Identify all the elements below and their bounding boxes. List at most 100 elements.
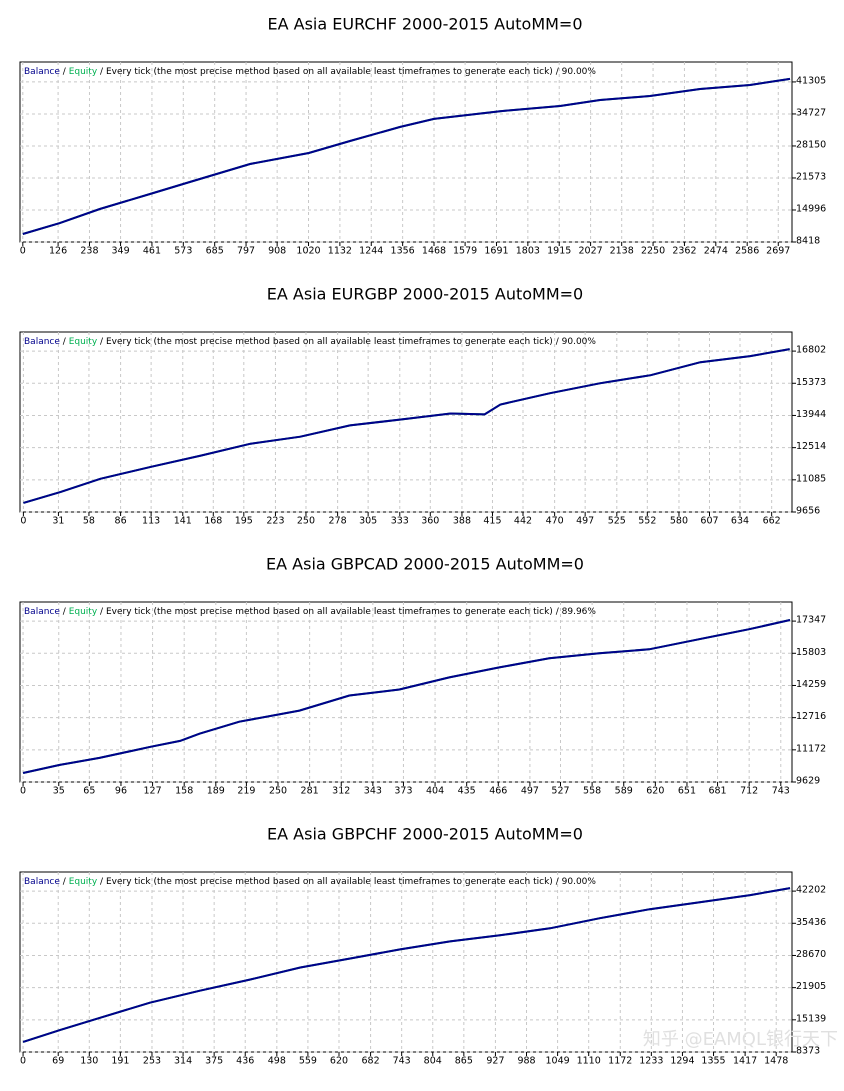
x-tick-label: 743 (772, 786, 790, 797)
legend-model: Every tick (the most precise method base… (106, 877, 553, 887)
legend-model: Every tick (the most precise method base… (106, 607, 553, 617)
x-tick-label: 113 (142, 516, 160, 527)
series-line (22, 77, 791, 235)
x-tick-label: 0 (20, 246, 26, 257)
x-tick-label: 442 (514, 516, 532, 527)
x-tick-label: 712 (740, 786, 758, 797)
x-tick-label: 1132 (328, 246, 352, 257)
x-tick-label: 1294 (670, 1056, 694, 1067)
legend-entry: Equity (69, 877, 98, 887)
y-tick-label: 9629 (796, 776, 820, 787)
x-tick-label: 681 (708, 786, 726, 797)
y-tick-label: 11085 (796, 473, 826, 484)
legend: Balance / Equity / Every tick (the most … (24, 607, 596, 617)
y-tick-label: 14996 (796, 203, 826, 214)
legend-separator: / (556, 67, 560, 77)
x-tick-label: 168 (204, 516, 222, 527)
legend-quality: 90.00% (562, 67, 597, 77)
x-tick-label: 1579 (453, 246, 477, 257)
x-tick-label: 804 (424, 1056, 442, 1067)
legend-separator: / (100, 67, 104, 77)
x-tick-label: 141 (174, 516, 192, 527)
plot-area (19, 871, 793, 1053)
x-tick-label: 620 (646, 786, 664, 797)
x-tick-label: 552 (638, 516, 656, 527)
x-tick-label: 685 (206, 246, 224, 257)
x-tick-label: 223 (266, 516, 284, 527)
chart-title: EA Asia GBPCHF 2000-2015 AutoMM=0 (267, 825, 583, 844)
x-tick-label: 126 (49, 246, 67, 257)
x-tick-label: 1803 (516, 246, 540, 257)
y-tick-label: 12514 (796, 441, 826, 452)
legend-entry: Balance (24, 67, 60, 77)
x-tick-label: 470 (546, 516, 564, 527)
y-tick-label: 11172 (796, 743, 826, 754)
x-tick-label: 0 (20, 1056, 26, 1067)
x-tick-label: 189 (207, 786, 225, 797)
x-tick-label: 35 (53, 786, 65, 797)
x-tick-label: 527 (551, 786, 569, 797)
x-tick-label: 2027 (579, 246, 603, 257)
x-tick-label: 525 (608, 516, 626, 527)
x-tick-label: 1172 (608, 1056, 632, 1067)
x-tick-label: 349 (111, 246, 129, 257)
x-tick-label: 908 (268, 246, 286, 257)
watermark: 知乎 @EAMQL银行天下 (643, 1029, 838, 1050)
legend-entry: Equity (69, 607, 98, 617)
chart: EA Asia GBPCHF 2000-2015 AutoMM=0 8373 151… (19, 825, 826, 1067)
x-tick-label: 573 (174, 246, 192, 257)
y-tick-label: 13944 (796, 409, 826, 420)
legend-entry: Equity (69, 337, 98, 347)
x-tick-label: 219 (237, 786, 255, 797)
x-tick-label: 2362 (672, 246, 696, 257)
x-tick-label: 498 (268, 1056, 286, 1067)
x-tick-label: 65 (83, 786, 95, 797)
x-tick-label: 466 (489, 786, 507, 797)
y-tick-label: 8373 (796, 1046, 820, 1057)
x-tick-label: 2250 (641, 246, 665, 257)
legend: Balance / Equity / Every tick (the most … (24, 67, 596, 77)
y-tick-label: 35436 (796, 917, 826, 928)
x-tick-label: 2138 (610, 246, 634, 257)
x-tick-label: 1020 (296, 246, 320, 257)
plot-area (19, 601, 793, 783)
x-tick-label: 651 (678, 786, 696, 797)
chart-title: EA Asia EURGBP 2000-2015 AutoMM=0 (267, 285, 583, 304)
x-tick-label: 250 (269, 786, 287, 797)
x-tick-label: 1244 (359, 246, 383, 257)
legend: Balance / Equity / Every tick (the most … (24, 877, 596, 887)
x-tick-label: 865 (455, 1056, 473, 1067)
y-tick-label: 28670 (796, 949, 826, 960)
legend-entry: Equity (69, 67, 98, 77)
series-line (22, 887, 791, 1043)
x-tick-label: 238 (80, 246, 98, 257)
x-tick-label: 927 (486, 1056, 504, 1067)
x-tick-label: 1049 (546, 1056, 570, 1067)
y-tick-label: 14259 (796, 679, 826, 690)
legend-model: Every tick (the most precise method base… (106, 337, 553, 347)
y-tick-label: 12716 (796, 711, 826, 722)
y-tick-label: 16802 (796, 345, 826, 356)
x-tick-label: 0 (20, 786, 26, 797)
series-line (23, 348, 790, 504)
legend-separator: / (100, 607, 104, 617)
x-tick-label: 305 (359, 516, 377, 527)
x-tick-label: 373 (394, 786, 412, 797)
y-tick-label: 9656 (796, 506, 820, 517)
y-tick-label: 17347 (796, 615, 826, 626)
series-line (22, 619, 791, 774)
chart: EA Asia GBPCAD 2000-2015 AutoMM=0 9629 111… (19, 555, 826, 797)
x-tick-label: 1355 (701, 1056, 725, 1067)
y-tick-label: 21573 (796, 171, 826, 182)
x-tick-label: 96 (115, 786, 127, 797)
x-tick-label: 580 (670, 516, 688, 527)
x-tick-label: 1915 (547, 246, 571, 257)
legend-separator: / (63, 607, 67, 617)
legend-separator: / (556, 607, 560, 617)
y-tick-label: 41305 (796, 75, 826, 86)
x-tick-label: 130 (80, 1056, 98, 1067)
y-tick-label: 8418 (796, 236, 820, 247)
x-tick-label: 415 (483, 516, 501, 527)
x-tick-label: 607 (700, 516, 718, 527)
x-tick-label: 69 (52, 1056, 64, 1067)
